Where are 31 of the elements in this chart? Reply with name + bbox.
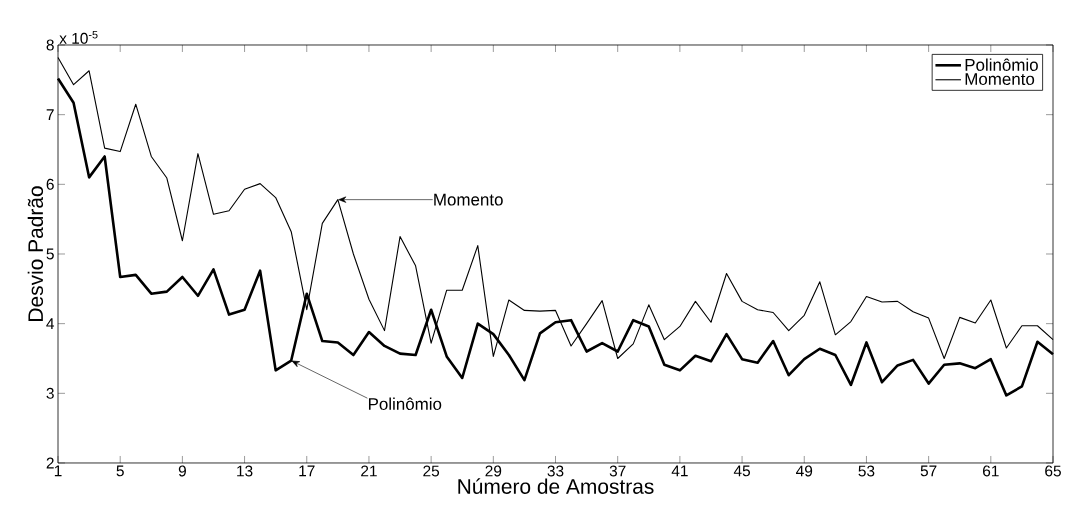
y-tick-label: 4: [46, 318, 55, 329]
x-axis-title: Número de Amostras: [458, 478, 654, 494]
y-tick-label: 5: [46, 248, 54, 260]
text: x 10$^{-5}$: [59, 31, 98, 44]
x-tick-label: 57: [920, 465, 937, 477]
legend-label: Polinômio: [965, 58, 1038, 71]
y-tick-label: 3: [46, 387, 54, 399]
x-tick-label: 37: [609, 465, 626, 477]
x-tick-label: 17: [299, 465, 315, 477]
x-tick-label: 29: [485, 465, 502, 477]
y-tick-label: 6: [46, 178, 54, 190]
legend-label: Momento: [965, 73, 1035, 86]
y-tick-label: 7: [46, 109, 54, 120]
x-tick-label: 41: [671, 465, 688, 477]
annotation: Momento: [434, 193, 503, 206]
x-tick-label: 21: [361, 465, 377, 477]
x-tick-label: 1: [54, 465, 62, 477]
x-tick-label: 45: [733, 465, 751, 477]
x-tick-label: 33: [547, 465, 564, 477]
x-tick-label: 9: [178, 465, 186, 477]
x-tick-label: 25: [423, 465, 440, 477]
x-tick-label: 61: [983, 465, 999, 477]
x-tick-label: 13: [237, 465, 253, 477]
x-tick-label: 65: [1045, 465, 1061, 477]
x-tick-label: 49: [796, 465, 813, 477]
x-tick-label: 53: [858, 465, 875, 477]
x-tick-label: 5: [116, 465, 124, 477]
y-axis-title: Desvio Padrão: [27, 186, 44, 321]
y-tick-label: 2: [46, 457, 54, 469]
annotation: Polinômio: [368, 397, 442, 411]
y-tick-label: 8: [46, 39, 54, 51]
